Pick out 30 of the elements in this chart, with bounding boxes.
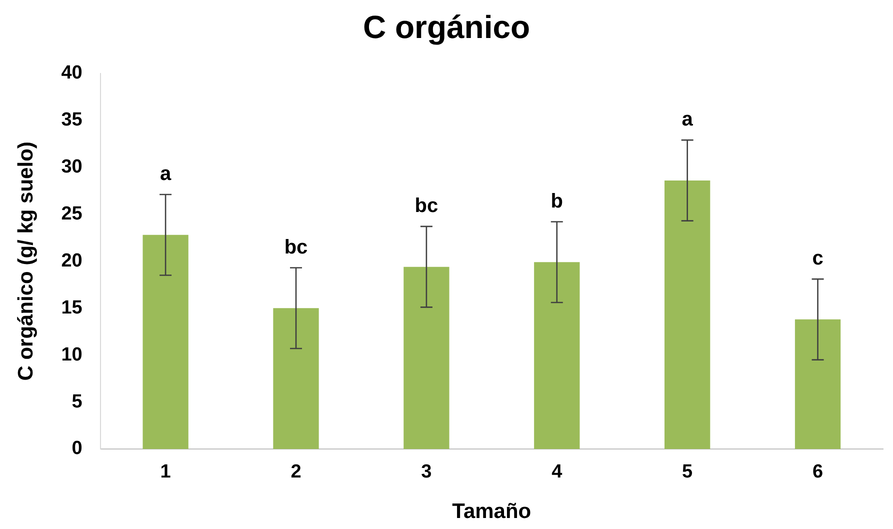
y-tick-label: 35: [61, 110, 83, 131]
bar: [142, 234, 188, 449]
y-tick-label: 15: [61, 297, 83, 318]
annotation: a: [682, 108, 694, 131]
x-tick-label: 6: [812, 462, 824, 483]
chart-title: C orgánico: [362, 9, 530, 46]
annotation: a: [160, 163, 172, 186]
bar: [534, 262, 580, 449]
x-tick-label: 5: [682, 462, 694, 483]
annotation: bc: [414, 194, 438, 217]
bar: [664, 180, 710, 449]
y-tick-label: 40: [61, 62, 82, 84]
bar: [794, 319, 841, 449]
y-tick-label: 0: [72, 438, 82, 460]
bar: [273, 308, 319, 449]
y-tick-label: 25: [61, 203, 83, 224]
y-tick-label: 20: [61, 250, 82, 272]
y-axis-title: C orgánico (g/ kg suelo): [14, 142, 38, 381]
bar: [404, 266, 450, 449]
x-tick-label: 2: [290, 462, 302, 483]
y-tick-label: 30: [61, 156, 82, 178]
x-tick-label: 4: [552, 462, 563, 483]
annotation: c: [812, 248, 824, 270]
x-axis-title: Tamaño: [452, 500, 532, 524]
annotation: bc: [284, 236, 308, 258]
annotation: b: [550, 190, 563, 212]
y-tick-label: 5: [72, 391, 83, 412]
x-tick-label: 3: [421, 462, 432, 483]
y-tick-label: 10: [61, 344, 82, 366]
x-tick-label: 1: [160, 462, 172, 483]
